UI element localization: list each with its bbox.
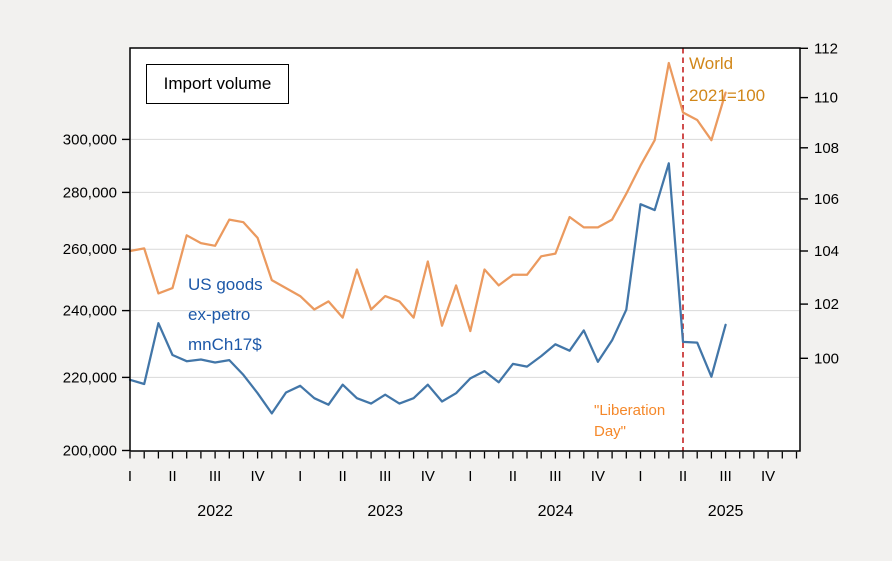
x-axis-quarter-label: II <box>339 468 347 485</box>
left-axis-tick-label: 240,000 <box>63 303 117 320</box>
liberation-day-annotation-line1: "Liberation <box>594 402 666 419</box>
x-axis-quarter-label: I <box>638 468 642 485</box>
right-axis-tick-label: 100 <box>814 350 839 367</box>
left-axis-tick-label: 280,000 <box>63 184 117 201</box>
right-axis-tick-label: 110 <box>814 90 838 107</box>
world-series-label-line2: 2021=100 <box>689 86 766 105</box>
right-axis-tick-label: 112 <box>814 40 838 57</box>
x-axis-quarter-label: IV <box>251 468 265 485</box>
left-axis-tick-label: 200,000 <box>63 443 117 460</box>
right-axis-tick-label: 106 <box>814 191 839 208</box>
us-goods-line <box>128 162 727 415</box>
left-axis-tick-label: 300,000 <box>63 131 117 148</box>
x-axis-quarter-label: II <box>168 468 176 485</box>
world-series-label-line1: World <box>689 54 734 73</box>
x-axis-year-label: 2024 <box>538 503 574 520</box>
left-axis: 200,000 220,000 240,000 260,000 280,000 300,0… <box>63 131 130 460</box>
x-axis-quarter-label: III <box>209 468 222 485</box>
x-axis-quarter-label: III <box>549 468 562 485</box>
right-axis-tick-label: 102 <box>814 296 839 313</box>
x-axis-quarter-label: IV <box>761 468 775 485</box>
x-axis-quarter-label: I <box>468 468 472 485</box>
us-goods-series-label-line3: mnCh17$ <box>188 335 262 354</box>
us-goods-series-label-line1: US goods <box>188 275 263 294</box>
chart-title: Import volume <box>163 74 272 93</box>
world-line <box>128 61 727 333</box>
right-axis: 100 102 104 106 108 110 112 <box>800 40 839 367</box>
x-axis-year-label: 2023 <box>367 503 403 520</box>
chart-title-box: Import volume <box>146 64 289 104</box>
us-goods-series-label: US goods ex-petro mnCh17$ <box>188 270 263 360</box>
right-axis-tick-label: 104 <box>814 243 839 260</box>
x-axis-quarter-label: II <box>509 468 517 485</box>
x-axis-quarter-label: IV <box>421 468 435 485</box>
x-axis-year-label: 2025 <box>708 503 744 520</box>
x-axis-year-label: 2022 <box>197 503 233 520</box>
x-axis-quarter-label: IV <box>591 468 605 485</box>
x-axis-quarter-label: I <box>128 468 132 485</box>
x-axis-quarter-label: II <box>679 468 687 485</box>
x-axis-quarter-label: I <box>298 468 302 485</box>
liberation-day-annotation: "Liberation Day" <box>594 400 665 442</box>
world-series-label: World 2021=100 <box>689 48 765 112</box>
right-axis-tick-label: 108 <box>814 140 839 157</box>
liberation-day-annotation-line2: Day" <box>594 423 626 440</box>
left-axis-tick-label: 220,000 <box>63 369 117 386</box>
left-axis-tick-label: 260,000 <box>63 241 117 258</box>
x-axis-quarter-label: III <box>379 468 392 485</box>
x-axis-quarter-label: III <box>719 468 732 485</box>
us-goods-series-label-line2: ex-petro <box>188 305 251 324</box>
